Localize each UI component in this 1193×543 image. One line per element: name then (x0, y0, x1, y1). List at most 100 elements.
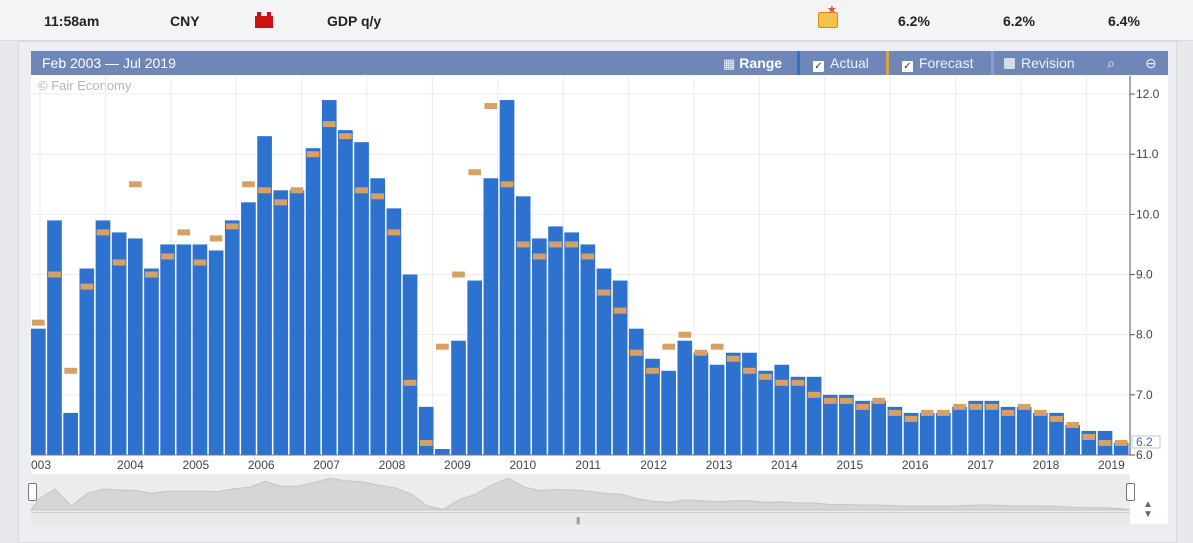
actual-bar (241, 202, 256, 455)
forecast-marker (856, 403, 869, 410)
actual-color-marker (797, 51, 800, 75)
forecast-marker (629, 349, 643, 356)
copyright-text: © Fair Economy (38, 78, 132, 93)
last-value-label: 6.2 (1136, 435, 1153, 449)
revision-checkbox[interactable] (1004, 58, 1015, 69)
actual-bar (451, 340, 466, 455)
actual-bar (402, 274, 418, 455)
actual-bar (968, 400, 984, 455)
forecast-marker (64, 367, 77, 374)
x-year-label: 2018 (1033, 458, 1060, 472)
actual-toggle-label: Actual (830, 55, 869, 71)
actual-bar (321, 100, 337, 455)
x-year-label: 2010 (509, 458, 536, 472)
actual-bar (612, 280, 628, 455)
forecast-marker (209, 235, 223, 242)
x-year-label: 2014 (771, 458, 798, 472)
forecast-marker (1082, 433, 1096, 440)
y-tick-label: 6.0 (1136, 448, 1153, 462)
x-year-label: 2011 (575, 458, 601, 472)
actual-bar (273, 190, 289, 456)
actual-bar (47, 220, 62, 455)
actual-bar (628, 328, 644, 455)
actual-bar (95, 220, 111, 455)
forecast-marker (306, 151, 320, 158)
actual-bar (693, 352, 709, 455)
forecast-marker (500, 181, 514, 188)
y-tick-label: 8.0 (1136, 328, 1153, 342)
scroll-grip-icon[interactable]: ||| (576, 516, 580, 525)
actual-bar (871, 400, 887, 455)
actual-bar (984, 400, 1000, 455)
chart-header: Feb 2003 — Jul 2019 ▦ Range ✓ Actual ✓ Fore… (31, 51, 1168, 75)
event-detail-icon[interactable] (818, 3, 838, 28)
forecast-marker (549, 241, 562, 248)
x-year-label: 2005 (182, 458, 209, 472)
actual-bar (338, 130, 353, 455)
forecast-marker (242, 181, 255, 188)
expand-collapse-icon[interactable]: ▲ ▼ (1143, 499, 1153, 520)
actual-bar (289, 190, 305, 456)
forecast-marker (258, 187, 271, 194)
actual-bar (305, 148, 321, 455)
event-time: 11:58am (44, 13, 100, 29)
actual-bar (467, 280, 483, 455)
forecast-marker (1034, 409, 1047, 416)
actual-bar (790, 376, 806, 455)
date-range-text: Feb 2003 — Jul 2019 (42, 55, 176, 71)
forecast-marker (694, 349, 708, 356)
x-year-label: 003 (31, 458, 51, 472)
zoom-out-icon[interactable]: ⊖ (1145, 55, 1157, 71)
forecast-marker (161, 253, 174, 260)
forecast-marker (387, 229, 401, 236)
actual-bar (499, 100, 515, 455)
navigator-right-handle[interactable] (1126, 483, 1135, 501)
actual-bar (580, 244, 596, 455)
forecast-marker (840, 397, 853, 404)
zoom-in-icon[interactable]: ⌕ (1107, 55, 1115, 71)
actual-bar (418, 406, 434, 455)
actual-bar (386, 208, 402, 455)
forecast-marker (613, 307, 627, 314)
actual-bar (903, 412, 919, 455)
revision-color-marker (991, 51, 994, 75)
forecast-marker (48, 271, 61, 278)
range-button-label: Range (739, 55, 783, 71)
forecast-marker (193, 259, 207, 266)
forecast-marker (743, 367, 756, 374)
actual-bar (806, 376, 822, 455)
actual-bar (354, 142, 369, 456)
actual-bar (952, 406, 967, 455)
forecast-marker (581, 253, 595, 260)
revision-toggle[interactable]: Revision (1004, 51, 1075, 75)
actual-bar (645, 358, 660, 455)
actual-bar (661, 370, 676, 455)
forecast-marker (1066, 421, 1080, 428)
forecast-marker (646, 367, 659, 374)
actual-bar (758, 370, 773, 455)
event-row[interactable]: 11:58am CNY GDP q/y 6.2% 6.2% 6.4% (0, 0, 1193, 41)
x-year-label: 2009 (444, 458, 471, 472)
navigator-left-handle[interactable] (28, 483, 37, 501)
actual-bar (1049, 412, 1064, 455)
forecast-toggle[interactable]: ✓ Forecast (902, 51, 973, 75)
horizontal-scrollbar[interactable]: ||| (31, 512, 1130, 525)
actual-bar (548, 226, 563, 455)
calendar-icon: ▦ (723, 56, 736, 71)
event-title[interactable]: GDP q/y (327, 13, 382, 29)
forecast-marker (484, 103, 498, 110)
actual-toggle[interactable]: ✓ Actual (813, 51, 869, 75)
navigator-series (30, 477, 1131, 511)
event-actual: 6.2% (898, 13, 930, 29)
x-year-label: 2015 (836, 458, 863, 472)
forecast-marker (145, 271, 158, 278)
forecast-marker (937, 409, 950, 416)
forecast-marker (904, 415, 918, 422)
actual-bar (111, 232, 127, 455)
forecast-marker (920, 409, 934, 416)
actual-checkbox[interactable]: ✓ (813, 61, 824, 72)
forecast-checkbox[interactable]: ✓ (902, 61, 913, 72)
actual-bar (709, 364, 725, 455)
range-button[interactable]: ▦ Range (723, 51, 782, 75)
actual-bar (532, 238, 547, 455)
